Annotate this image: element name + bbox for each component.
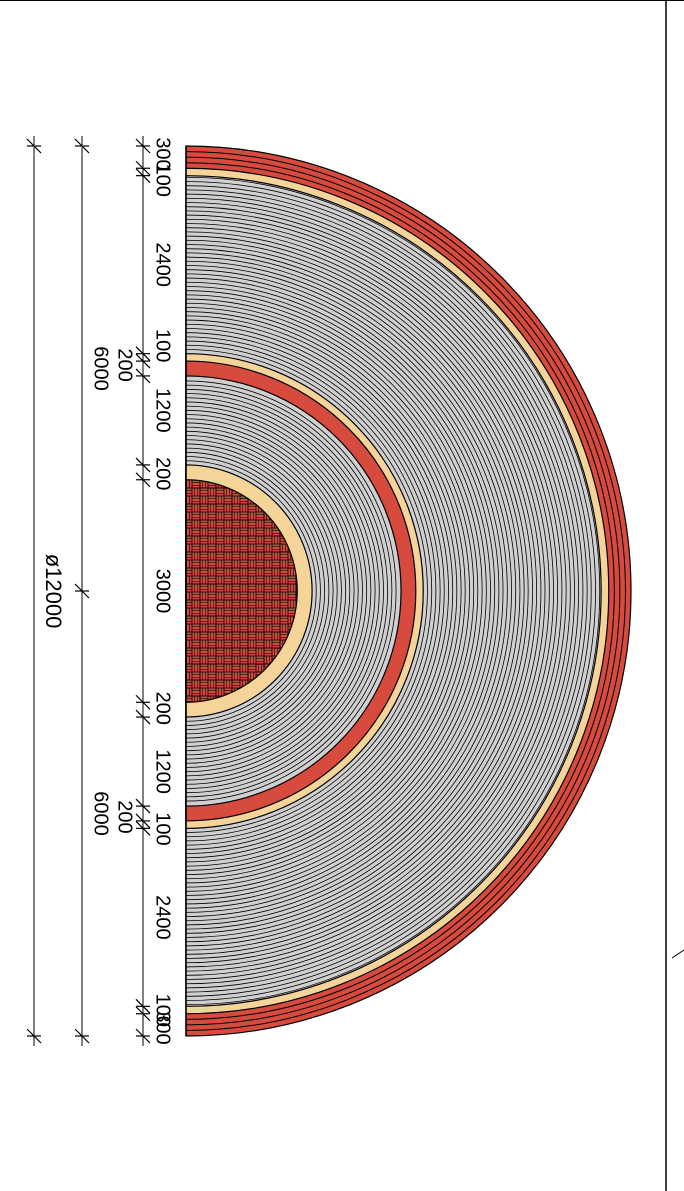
dim-label-bot-100a: 100 xyxy=(152,812,174,845)
dim-label-top-200a: 200 xyxy=(114,348,136,381)
dim-label-bot-200b: 200 xyxy=(114,800,136,833)
dim-label-top-100a: 100 xyxy=(152,164,174,197)
dimension-lines: 300 100 2400 100 200 1200 200 3000 200 1200 200 100… xyxy=(27,136,174,1046)
dim-label-radius-top: 6000 xyxy=(90,346,112,391)
dim-label-top-200b: 200 xyxy=(152,457,174,490)
dim-label-bot-300: 300 xyxy=(152,1011,174,1044)
dim-label-radius-bottom: 6000 xyxy=(90,791,112,836)
layered-semicircle-section xyxy=(186,146,631,1036)
dim-label-diameter: ø12000 xyxy=(41,554,66,629)
dim-label-top-100b: 100 xyxy=(152,329,174,362)
dim-label-center-3000: 3000 xyxy=(152,569,174,614)
dim-label-top-1200: 1200 xyxy=(152,388,174,433)
dim-label-top-2400: 2400 xyxy=(152,242,174,287)
frame-right-tick xyxy=(672,950,684,958)
dim-label-bot-200a: 200 xyxy=(152,692,174,725)
dim-label-bot-2400: 2400 xyxy=(152,895,174,940)
dim-label-bot-1200: 1200 xyxy=(152,749,174,794)
